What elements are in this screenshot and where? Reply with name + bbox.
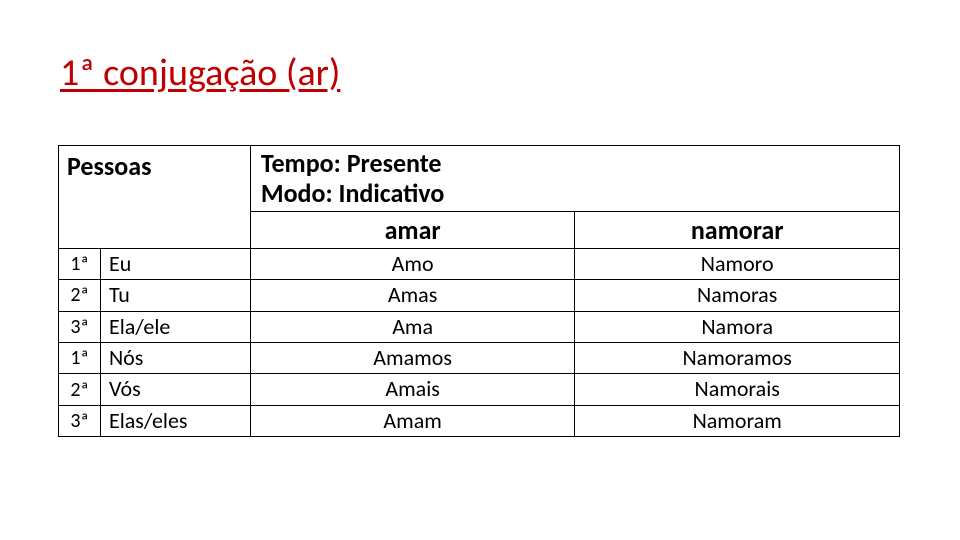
verb2-form: Namoras [575, 280, 900, 311]
verb1-form: Amo [250, 248, 575, 279]
conjugation-table: Pessoas Tempo: Presente Modo: Indicativo… [58, 145, 900, 437]
table-row: 2ª Vós Amais Namorais [59, 374, 900, 405]
verb2-form: Namorais [575, 374, 900, 405]
header-verb-amar: amar [250, 211, 575, 248]
verb1-form: Ama [250, 311, 575, 342]
person-pronoun: Vós [100, 374, 250, 405]
person-number: 1ª [59, 342, 101, 373]
verb2-form: Namora [575, 311, 900, 342]
tempo-line1: Tempo: Presente [261, 147, 442, 179]
verb2-form: Namoram [575, 405, 900, 436]
header-tempo: Tempo: Presente Modo: Indicativo [250, 146, 899, 212]
person-pronoun: Ela/ele [100, 311, 250, 342]
table-row: 3ª Ela/ele Ama Namora [59, 311, 900, 342]
table-row: 1ª Eu Amo Namoro [59, 248, 900, 279]
header-row-1: Pessoas Tempo: Presente Modo: Indicativo [59, 146, 900, 212]
person-number: 2ª [59, 280, 101, 311]
person-pronoun: Nós [100, 342, 250, 373]
table-row: 2ª Tu Amas Namoras [59, 280, 900, 311]
header-pessoas: Pessoas [59, 146, 251, 249]
tempo-line2: Modo: Indicativo [261, 177, 445, 209]
verb1-form: Amam [250, 405, 575, 436]
verb2-form: Namoro [575, 248, 900, 279]
person-pronoun: Elas/eles [100, 405, 250, 436]
person-pronoun: Tu [100, 280, 250, 311]
person-number: 1ª [59, 248, 101, 279]
header-verb-namorar: namorar [575, 211, 900, 248]
person-number: 2ª [59, 374, 101, 405]
table-row: 3ª Elas/eles Amam Namoram [59, 405, 900, 436]
person-number: 3ª [59, 311, 101, 342]
verb1-form: Amas [250, 280, 575, 311]
table-row: 1ª Nós Amamos Namoramos [59, 342, 900, 373]
person-number: 3ª [59, 405, 101, 436]
verb1-form: Amamos [250, 342, 575, 373]
slide-title: 1ª conjugação (ar) [60, 50, 340, 96]
verb2-form: Namoramos [575, 342, 900, 373]
verb1-form: Amais [250, 374, 575, 405]
person-pronoun: Eu [100, 248, 250, 279]
